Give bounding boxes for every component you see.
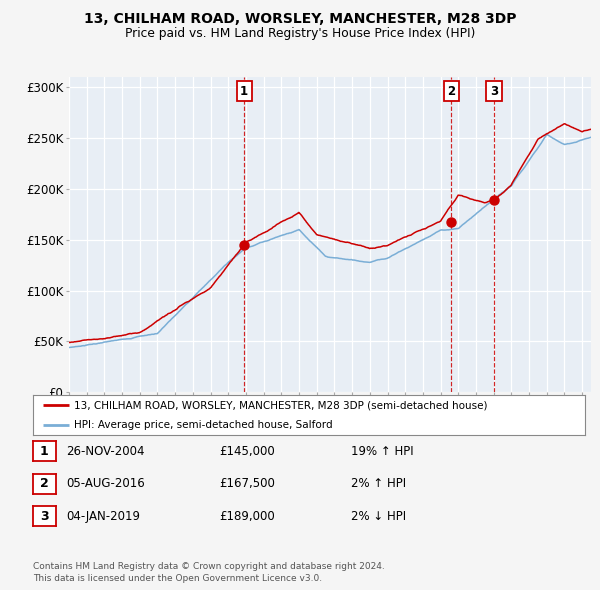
Text: £145,000: £145,000: [219, 445, 275, 458]
Text: 1: 1: [240, 84, 248, 97]
Text: 26-NOV-2004: 26-NOV-2004: [66, 445, 145, 458]
Text: 2: 2: [447, 84, 455, 97]
Text: 04-JAN-2019: 04-JAN-2019: [66, 510, 140, 523]
Text: £189,000: £189,000: [219, 510, 275, 523]
Text: 2% ↓ HPI: 2% ↓ HPI: [351, 510, 406, 523]
Text: 13, CHILHAM ROAD, WORSLEY, MANCHESTER, M28 3DP: 13, CHILHAM ROAD, WORSLEY, MANCHESTER, M…: [84, 12, 516, 26]
Text: Contains HM Land Registry data © Crown copyright and database right 2024.
This d: Contains HM Land Registry data © Crown c…: [33, 562, 385, 583]
Text: 2% ↑ HPI: 2% ↑ HPI: [351, 477, 406, 490]
Text: £167,500: £167,500: [219, 477, 275, 490]
Text: 05-AUG-2016: 05-AUG-2016: [66, 477, 145, 490]
Text: Price paid vs. HM Land Registry's House Price Index (HPI): Price paid vs. HM Land Registry's House …: [125, 27, 475, 40]
Text: 13, CHILHAM ROAD, WORSLEY, MANCHESTER, M28 3DP (semi-detached house): 13, CHILHAM ROAD, WORSLEY, MANCHESTER, M…: [74, 401, 488, 410]
Text: HPI: Average price, semi-detached house, Salford: HPI: Average price, semi-detached house,…: [74, 421, 333, 430]
Text: 2: 2: [40, 477, 49, 490]
Text: 19% ↑ HPI: 19% ↑ HPI: [351, 445, 413, 458]
Text: 1: 1: [40, 445, 49, 458]
Text: 3: 3: [40, 510, 49, 523]
Text: 3: 3: [490, 84, 498, 97]
